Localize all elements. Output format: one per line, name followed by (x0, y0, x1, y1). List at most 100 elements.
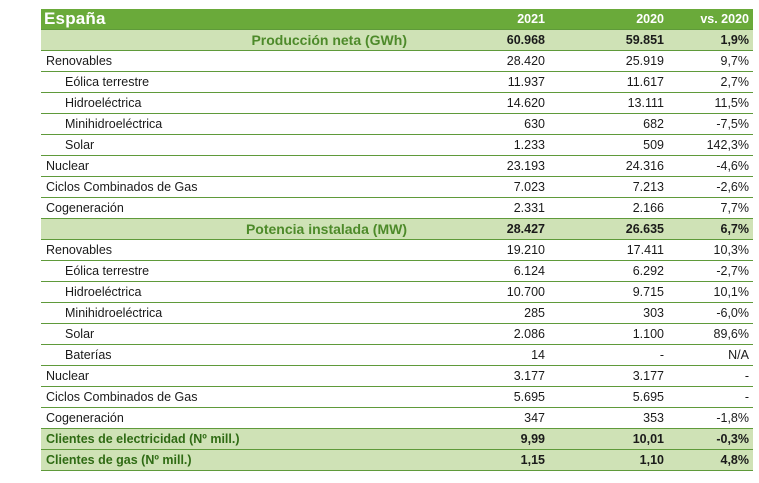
row-label: Cogeneración (46, 201, 124, 215)
value-2021: 7.023 (513, 180, 545, 194)
value-vs: -2,7% (716, 264, 749, 278)
value-2020: 9.715 (632, 285, 664, 299)
value-vs: 10,3% (713, 243, 749, 257)
value-vs: -6,0% (716, 306, 749, 320)
section-label: Potencia instalada (MW) (245, 221, 407, 237)
value-2020: 11.617 (626, 75, 664, 89)
table-header: España 2021 2020 vs. 2020 (41, 9, 753, 30)
value-2021: 23.193 (506, 159, 545, 173)
row-label: Cogeneración (46, 411, 124, 425)
table-row: Cogeneración 2.331 2.166 7,7% (41, 198, 753, 219)
value-2020: 1,10 (639, 453, 664, 467)
value-2020: 24.316 (625, 159, 664, 173)
value-2020: 303 (643, 306, 664, 320)
value-vs: 9,7% (720, 54, 750, 68)
table-row: Eólica terrestre 6.124 6.292 -2,7% (41, 261, 753, 282)
value-2020: 7.213 (632, 180, 664, 194)
value-2020: 2.166 (632, 201, 664, 215)
value-2020: 509 (643, 138, 664, 152)
value-2020: 682 (643, 117, 664, 131)
value-2020: 25.919 (625, 54, 664, 68)
row-label: Eólica terrestre (65, 264, 150, 278)
value-2020: - (659, 348, 664, 362)
value-vs: N/A (728, 348, 749, 362)
value-2020: 3.177 (632, 369, 664, 383)
value-2021: 14.620 (506, 96, 545, 110)
row-label: Clientes de gas (Nº mill.) (46, 453, 192, 467)
table-row: Nuclear 23.193 24.316 -4,6% (41, 156, 753, 177)
value-2021: 10.700 (506, 285, 545, 299)
row-label: Renovables (46, 54, 113, 68)
value-vs: 10,1% (713, 285, 749, 299)
value-vs: - (744, 369, 749, 383)
table-title: España (44, 9, 106, 28)
value-2020: 6.292 (632, 264, 664, 278)
value-2021: 28.427 (506, 222, 545, 236)
value-2021: 5.695 (513, 390, 545, 404)
table-row: Hidroeléctrica 10.700 9.715 10,1% (41, 282, 753, 303)
value-vs: 11,5% (714, 96, 749, 110)
value-vs: 1,9% (720, 33, 750, 47)
row-label: Nuclear (46, 159, 90, 173)
value-2021: 3.177 (513, 369, 545, 383)
value-2020: 353 (643, 411, 664, 425)
row-label: Baterías (65, 348, 112, 362)
table-row: Ciclos Combinados de Gas 7.023 7.213 -2,… (41, 177, 753, 198)
value-vs: -2,6% (716, 180, 749, 194)
value-2020: 17.411 (626, 243, 664, 257)
table-row: Baterías 14 - N/A (41, 345, 753, 366)
value-2020: 26.635 (625, 222, 664, 236)
table-row: Cogeneración 347 353 -1,8% (41, 408, 753, 429)
row-label: Minihidroeléctrica (65, 117, 163, 131)
value-2021: 630 (524, 117, 545, 131)
row-label: Hidroeléctrica (65, 285, 142, 299)
row-label: Solar (65, 138, 95, 152)
row-label: Eólica terrestre (65, 75, 150, 89)
value-2021: 19.210 (506, 243, 545, 257)
column-header-vs-2020: vs. 2020 (700, 12, 749, 26)
value-vs: 4,8% (720, 453, 750, 467)
table-row: Solar 2.086 1.100 89,6% (41, 324, 753, 345)
value-2020: 10,01 (632, 432, 664, 446)
value-vs: 142,3% (706, 138, 749, 152)
table-row: Nuclear 3.177 3.177 - (41, 366, 753, 387)
value-2021: 14 (531, 348, 545, 362)
value-vs: -4,6% (716, 159, 749, 173)
value-2020: 59.851 (625, 33, 664, 47)
table-row: Solar 1.233 509 142,3% (41, 135, 753, 156)
row-label: Hidroeléctrica (65, 96, 142, 110)
value-2020: 13.111 (627, 96, 664, 110)
value-vs: -1,8% (716, 411, 749, 425)
value-2021: 2.331 (513, 201, 545, 215)
value-2021: 9,99 (520, 432, 545, 446)
value-vs: -7,5% (716, 117, 749, 131)
value-vs: 6,7% (720, 222, 750, 236)
value-2021: 6.124 (513, 264, 545, 278)
row-label: Clientes de electricidad (Nº mill.) (46, 432, 240, 446)
row-label: Minihidroeléctrica (65, 306, 163, 320)
value-2020: 5.695 (632, 390, 664, 404)
table-row: Renovables 19.210 17.411 10,3% (41, 240, 753, 261)
column-header-2020: 2020 (636, 12, 664, 26)
value-2021: 28.420 (506, 54, 545, 68)
section-label: Producción neta (GWh) (251, 32, 407, 48)
value-2021: 2.086 (513, 327, 545, 341)
table-row: Ciclos Combinados de Gas 5.695 5.695 - (41, 387, 753, 408)
row-label: Ciclos Combinados de Gas (46, 390, 198, 404)
value-vs: -0,3% (716, 432, 749, 446)
row-clientes-gas: Clientes de gas (Nº mill.) 1,15 1,10 4,8… (41, 450, 753, 471)
value-2021: 1.233 (513, 138, 545, 152)
row-label: Ciclos Combinados de Gas (46, 180, 198, 194)
table-row: Eólica terrestre 11.937 11.617 2,7% (41, 72, 753, 93)
column-header-2021: 2021 (517, 12, 545, 26)
table-row: Minihidroeléctrica 285 303 -6,0% (41, 303, 753, 324)
value-2021: 347 (524, 411, 545, 425)
row-label: Solar (65, 327, 95, 341)
energy-table: España 2021 2020 vs. 2020 Producción net… (41, 9, 753, 471)
table-row: Hidroeléctrica 14.620 13.111 11,5% (41, 93, 753, 114)
row-label: Nuclear (46, 369, 90, 383)
table-row: Renovables 28.420 25.919 9,7% (41, 51, 753, 72)
value-2021: 60.968 (506, 33, 545, 47)
value-2021: 285 (524, 306, 545, 320)
value-vs: 89,6% (713, 327, 749, 341)
